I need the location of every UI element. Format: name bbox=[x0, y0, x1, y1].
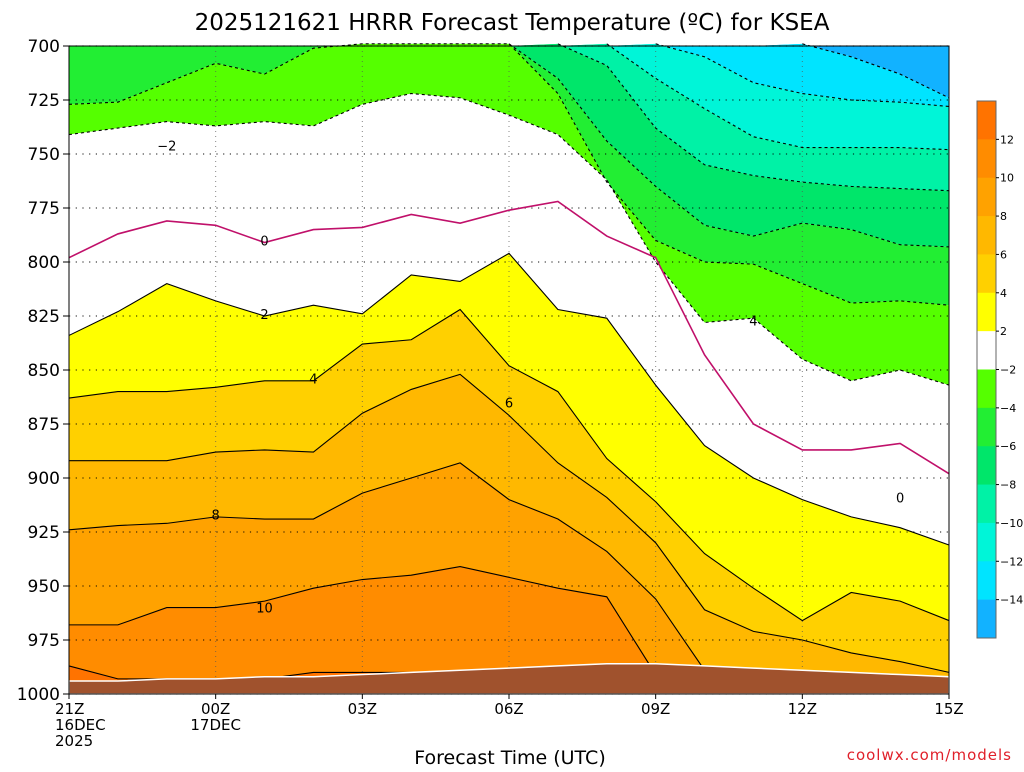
colorbar-label-1: 10 bbox=[1000, 172, 1014, 185]
colorbar-label-2: 8 bbox=[1000, 210, 1007, 223]
temperature-fill-bands bbox=[69, 43, 949, 694]
xtick-label-21Z-0: 21Z bbox=[55, 700, 84, 718]
colorbar-label-6: −2 bbox=[1000, 364, 1016, 377]
band--6-to--4 bbox=[69, 43, 949, 306]
colorbar-swatch--4--2 bbox=[977, 369, 996, 409]
colorbar-swatch-4-6 bbox=[977, 254, 996, 294]
xtick-label-00Z-1: 17DEC bbox=[190, 716, 241, 734]
band-8-to-10 bbox=[69, 462, 949, 694]
colorbar-swatch-10-12 bbox=[977, 139, 996, 179]
isotherm-6 bbox=[69, 373, 950, 673]
colorbar-label-11: −12 bbox=[1000, 555, 1023, 568]
ytick-label-800: 800 bbox=[28, 253, 60, 273]
isotherm-8 bbox=[68, 462, 754, 686]
ground-fill bbox=[68, 663, 950, 695]
colorbar-swatch--14--12 bbox=[977, 561, 996, 601]
colorbar-label-8: −6 bbox=[1000, 440, 1016, 453]
band-10-to-12 bbox=[69, 566, 949, 694]
ytick-label-825: 825 bbox=[28, 307, 60, 327]
band-2-to-4 bbox=[69, 253, 949, 621]
colorbar-swatch--16--14 bbox=[977, 599, 996, 639]
ytick-label-875: 875 bbox=[28, 415, 60, 435]
xtick-label-03Z-0: 03Z bbox=[348, 700, 377, 718]
band-4-to-6 bbox=[69, 309, 949, 673]
xtick-label-06Z-0: 06Z bbox=[494, 700, 523, 718]
ytick-label-975: 975 bbox=[28, 631, 60, 651]
contour-label-8: 0 bbox=[896, 491, 904, 506]
colorbar-swatch--12--10 bbox=[977, 522, 996, 562]
xtick-label-21Z-1: 16DEC bbox=[55, 716, 106, 734]
isotherm--8 bbox=[557, 43, 950, 192]
band--14-to--12 bbox=[69, 43, 949, 107]
contour-label-0: −2 bbox=[157, 139, 176, 154]
band-below--14 bbox=[69, 43, 949, 98]
xtick-label-15Z-0: 15Z bbox=[934, 700, 963, 718]
y-axis-pressure-ticks: 700 725 750 775 800 825 850 875 900 925 950 975 1000 bbox=[17, 37, 69, 705]
ytick-label-775: 775 bbox=[28, 199, 60, 219]
isotherm--10 bbox=[606, 43, 950, 151]
contour-label-6: 10 bbox=[256, 602, 273, 617]
colorbar-label-10: −10 bbox=[1000, 517, 1023, 530]
isotherm-4 bbox=[68, 308, 950, 622]
isotherm--6 bbox=[508, 43, 950, 248]
colorbar-swatch--2-2 bbox=[977, 331, 996, 370]
contour-label-3: 4 bbox=[309, 373, 317, 388]
credit-text: coolwx.com/models bbox=[847, 746, 1012, 764]
colorbar-swatch-2-4 bbox=[977, 292, 996, 332]
colorbar-swatch-6-8 bbox=[977, 216, 996, 255]
isotherm-2 bbox=[68, 252, 950, 546]
colorbar-legend: 12 10 8 6 4 2 −2 −4 −6 −8 −10 −12 −14 bbox=[976, 100, 1023, 639]
colorbar-label-3: 6 bbox=[1000, 248, 1007, 261]
isotherm--2 bbox=[68, 92, 950, 386]
colorbar-swatch--6--4 bbox=[977, 407, 996, 447]
xtick-label-09Z-0: 09Z bbox=[641, 700, 670, 718]
ground-surface bbox=[68, 663, 950, 695]
ytick-label-700: 700 bbox=[28, 37, 60, 57]
ytick-label-850: 850 bbox=[28, 361, 60, 381]
band--4-to--2 bbox=[69, 43, 949, 386]
colorbar-swatch-8-10 bbox=[977, 177, 996, 217]
colorbar-label-12: −14 bbox=[1000, 594, 1023, 607]
isotherm-10 bbox=[69, 565, 657, 675]
isotherm--12 bbox=[655, 43, 950, 108]
colorbar-label-5: 2 bbox=[1000, 325, 1007, 338]
band--10-to--8 bbox=[69, 43, 949, 191]
ytick-label-1000: 1000 bbox=[17, 685, 60, 705]
contour-label-1: 0 bbox=[260, 234, 268, 249]
xtick-label-00Z-0: 00Z bbox=[201, 700, 230, 718]
isotherm--14 bbox=[802, 43, 950, 99]
ytick-label-900: 900 bbox=[28, 469, 60, 489]
ytick-label-725: 725 bbox=[28, 91, 60, 111]
xtick-label-21Z-2: 2025 bbox=[55, 732, 93, 750]
contour-label-4: 6 bbox=[505, 396, 513, 411]
ytick-label-950: 950 bbox=[28, 577, 60, 597]
contour-label-2: 2 bbox=[260, 308, 268, 323]
xtick-label-12Z-0: 12Z bbox=[788, 700, 817, 718]
x-axis-label: Forecast Time (UTC) bbox=[414, 747, 605, 768]
chart-title: 2025121621 HRRR Forecast Temperature (ºC… bbox=[195, 10, 830, 36]
colorbar-swatch--10--8 bbox=[977, 484, 996, 524]
isotherm-0 bbox=[68, 200, 950, 475]
band-0-to-2 bbox=[69, 201, 949, 545]
ytick-label-750: 750 bbox=[28, 145, 60, 165]
colorbar-label-7: −4 bbox=[1000, 402, 1016, 415]
contour-labels: −2 0 2 4 6 8 10 4 0 bbox=[157, 139, 904, 616]
contour-label-5: 8 bbox=[212, 509, 220, 524]
isotherm-lines bbox=[68, 43, 950, 693]
band-6-to-8 bbox=[69, 374, 949, 694]
colorbar-swatch-12-14 bbox=[977, 101, 996, 140]
colorbar-label-9: −8 bbox=[1000, 479, 1016, 492]
band--2-to-0 bbox=[69, 93, 949, 474]
colorbar-label-4: 4 bbox=[1000, 287, 1007, 300]
ytick-label-925: 925 bbox=[28, 523, 60, 543]
contour-label-7: 4 bbox=[749, 314, 757, 329]
colorbar-swatch--8--6 bbox=[977, 446, 996, 486]
colorbar-label-0: 12 bbox=[1000, 133, 1014, 146]
band--8-to--6 bbox=[69, 43, 949, 247]
